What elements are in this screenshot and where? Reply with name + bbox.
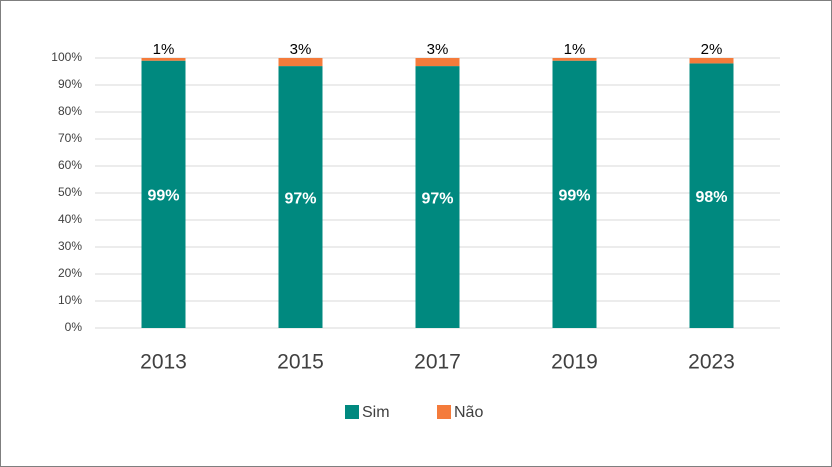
bar-segment [278, 58, 323, 67]
bar-segment [689, 63, 734, 329]
x-tick-label: 2019 [551, 351, 598, 374]
data-label: 3% [427, 41, 449, 58]
y-tick-label: 0% [65, 320, 83, 334]
legend-label: Não [454, 404, 483, 421]
bar-segment [141, 58, 186, 61]
legend-swatch [437, 405, 451, 419]
data-label: 97% [284, 190, 316, 207]
data-label: 99% [558, 188, 590, 205]
bar-segment [278, 66, 323, 328]
data-label: 99% [147, 188, 179, 205]
data-label: 98% [695, 189, 727, 206]
legend-swatch [345, 405, 359, 419]
x-tick-label: 2023 [688, 351, 735, 374]
x-tick-label: 2017 [414, 351, 461, 374]
bar-segment [689, 58, 734, 64]
data-label: 2% [701, 41, 723, 58]
y-tick-label: 70% [58, 131, 82, 145]
y-tick-label: 10% [58, 293, 82, 307]
bar-segment [415, 58, 460, 67]
bar-segment [141, 60, 186, 328]
data-label: 97% [421, 190, 453, 207]
y-tick-label: 50% [58, 185, 82, 199]
y-tick-label: 60% [58, 158, 82, 172]
data-label: 1% [564, 41, 586, 58]
y-tick-label: 30% [58, 239, 82, 253]
data-label: 3% [290, 41, 312, 58]
x-tick-label: 2015 [277, 351, 324, 374]
y-tick-label: 100% [51, 50, 82, 64]
data-label: 1% [153, 41, 175, 58]
bar-segment [552, 60, 597, 328]
y-tick-label: 90% [58, 77, 82, 91]
legend-label: Sim [362, 404, 390, 421]
bar-segment [415, 66, 460, 328]
y-tick-label: 80% [58, 104, 82, 118]
x-tick-label: 2013 [140, 351, 187, 374]
y-tick-label: 20% [58, 266, 82, 280]
y-tick-label: 40% [58, 212, 82, 226]
bar-segment [552, 58, 597, 61]
